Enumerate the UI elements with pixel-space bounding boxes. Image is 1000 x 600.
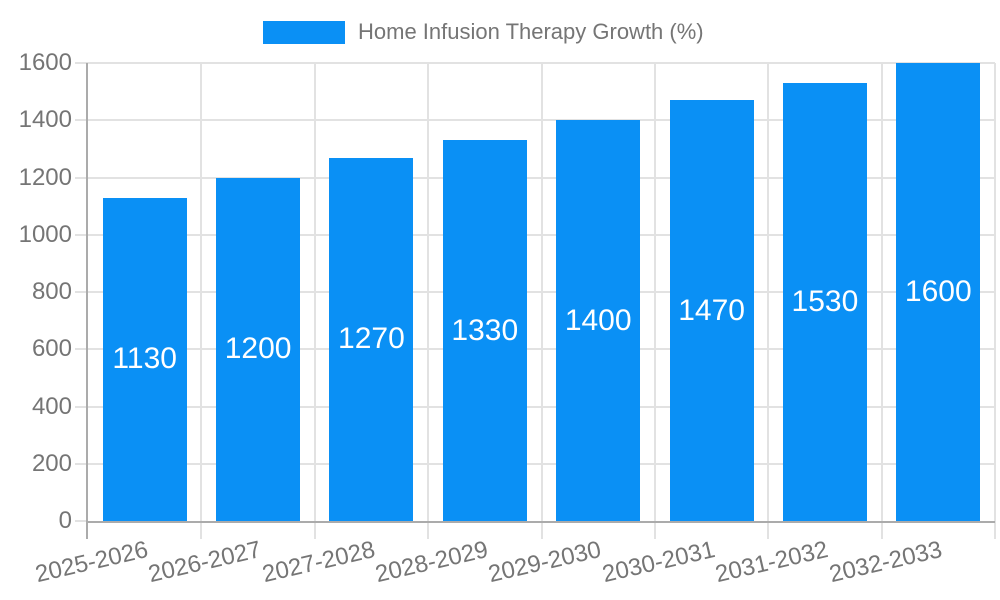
bar [102,197,187,521]
y-tick-label: 400 [31,393,72,420]
x-tick [200,521,202,539]
v-gridline [767,63,769,521]
y-tick [75,291,88,293]
x-tick [767,521,769,539]
v-gridline [200,63,202,521]
y-tick [75,406,88,408]
y-tick [75,348,88,350]
y-tick-label: 1600 [18,49,72,76]
y-axis-line [86,63,88,539]
x-tick-label: 2032-2033 [826,536,945,589]
bar [782,83,867,521]
x-tick-label: 2031-2032 [712,536,831,589]
v-gridline [541,63,543,521]
x-tick [541,521,543,539]
y-tick [75,463,88,465]
x-tick-label: 2028-2029 [372,536,491,589]
bar [442,140,527,521]
v-gridline [994,63,996,521]
y-tick [75,177,88,179]
bar [329,157,414,521]
x-tick-label: 2027-2028 [259,536,378,589]
legend-item[interactable]: Home Infusion Therapy Growth (%) [263,19,704,45]
y-tick-label: 800 [31,278,72,305]
bar [896,63,981,521]
x-tick [881,521,883,539]
x-tick [427,521,429,539]
x-tick [314,521,316,539]
x-tick-label: 2029-2030 [486,536,605,589]
x-axis-line [86,521,995,523]
bar-value-label: 1270 [338,322,405,356]
bar-value-label: 1130 [112,342,177,376]
x-tick [654,521,656,539]
y-tick-label: 1000 [18,221,72,248]
v-gridline [881,63,883,521]
v-gridline [314,63,316,521]
bar-value-label: 1400 [564,303,632,337]
legend-swatch [263,20,345,44]
x-tick-label: 2026-2027 [146,536,264,589]
y-tick [75,62,88,64]
y-tick [75,234,88,236]
legend-label: Home Infusion Therapy Growth (%) [358,19,704,44]
y-tick-label: 1200 [18,164,72,191]
y-tick [75,119,88,121]
y-tick [75,520,88,522]
x-tick [994,521,996,539]
x-tick-label: 2025-2026 [32,536,151,589]
bar-value-label: 1200 [224,332,292,366]
bar-value-label: 1600 [904,275,972,308]
bar [669,100,754,521]
x-tick-label: 2030-2031 [599,536,718,589]
bar-value-label: 1330 [451,313,519,347]
y-tick-label: 1400 [18,106,72,133]
y-tick-label: 200 [31,450,72,477]
y-tick-label: 0 [58,507,72,534]
v-gridline [427,63,429,521]
bar [556,120,641,522]
v-gridline [654,63,656,521]
bar-value-label: 1530 [791,285,859,318]
y-tick-label: 600 [31,335,72,362]
bar [216,177,301,521]
bar-value-label: 1470 [678,293,745,327]
